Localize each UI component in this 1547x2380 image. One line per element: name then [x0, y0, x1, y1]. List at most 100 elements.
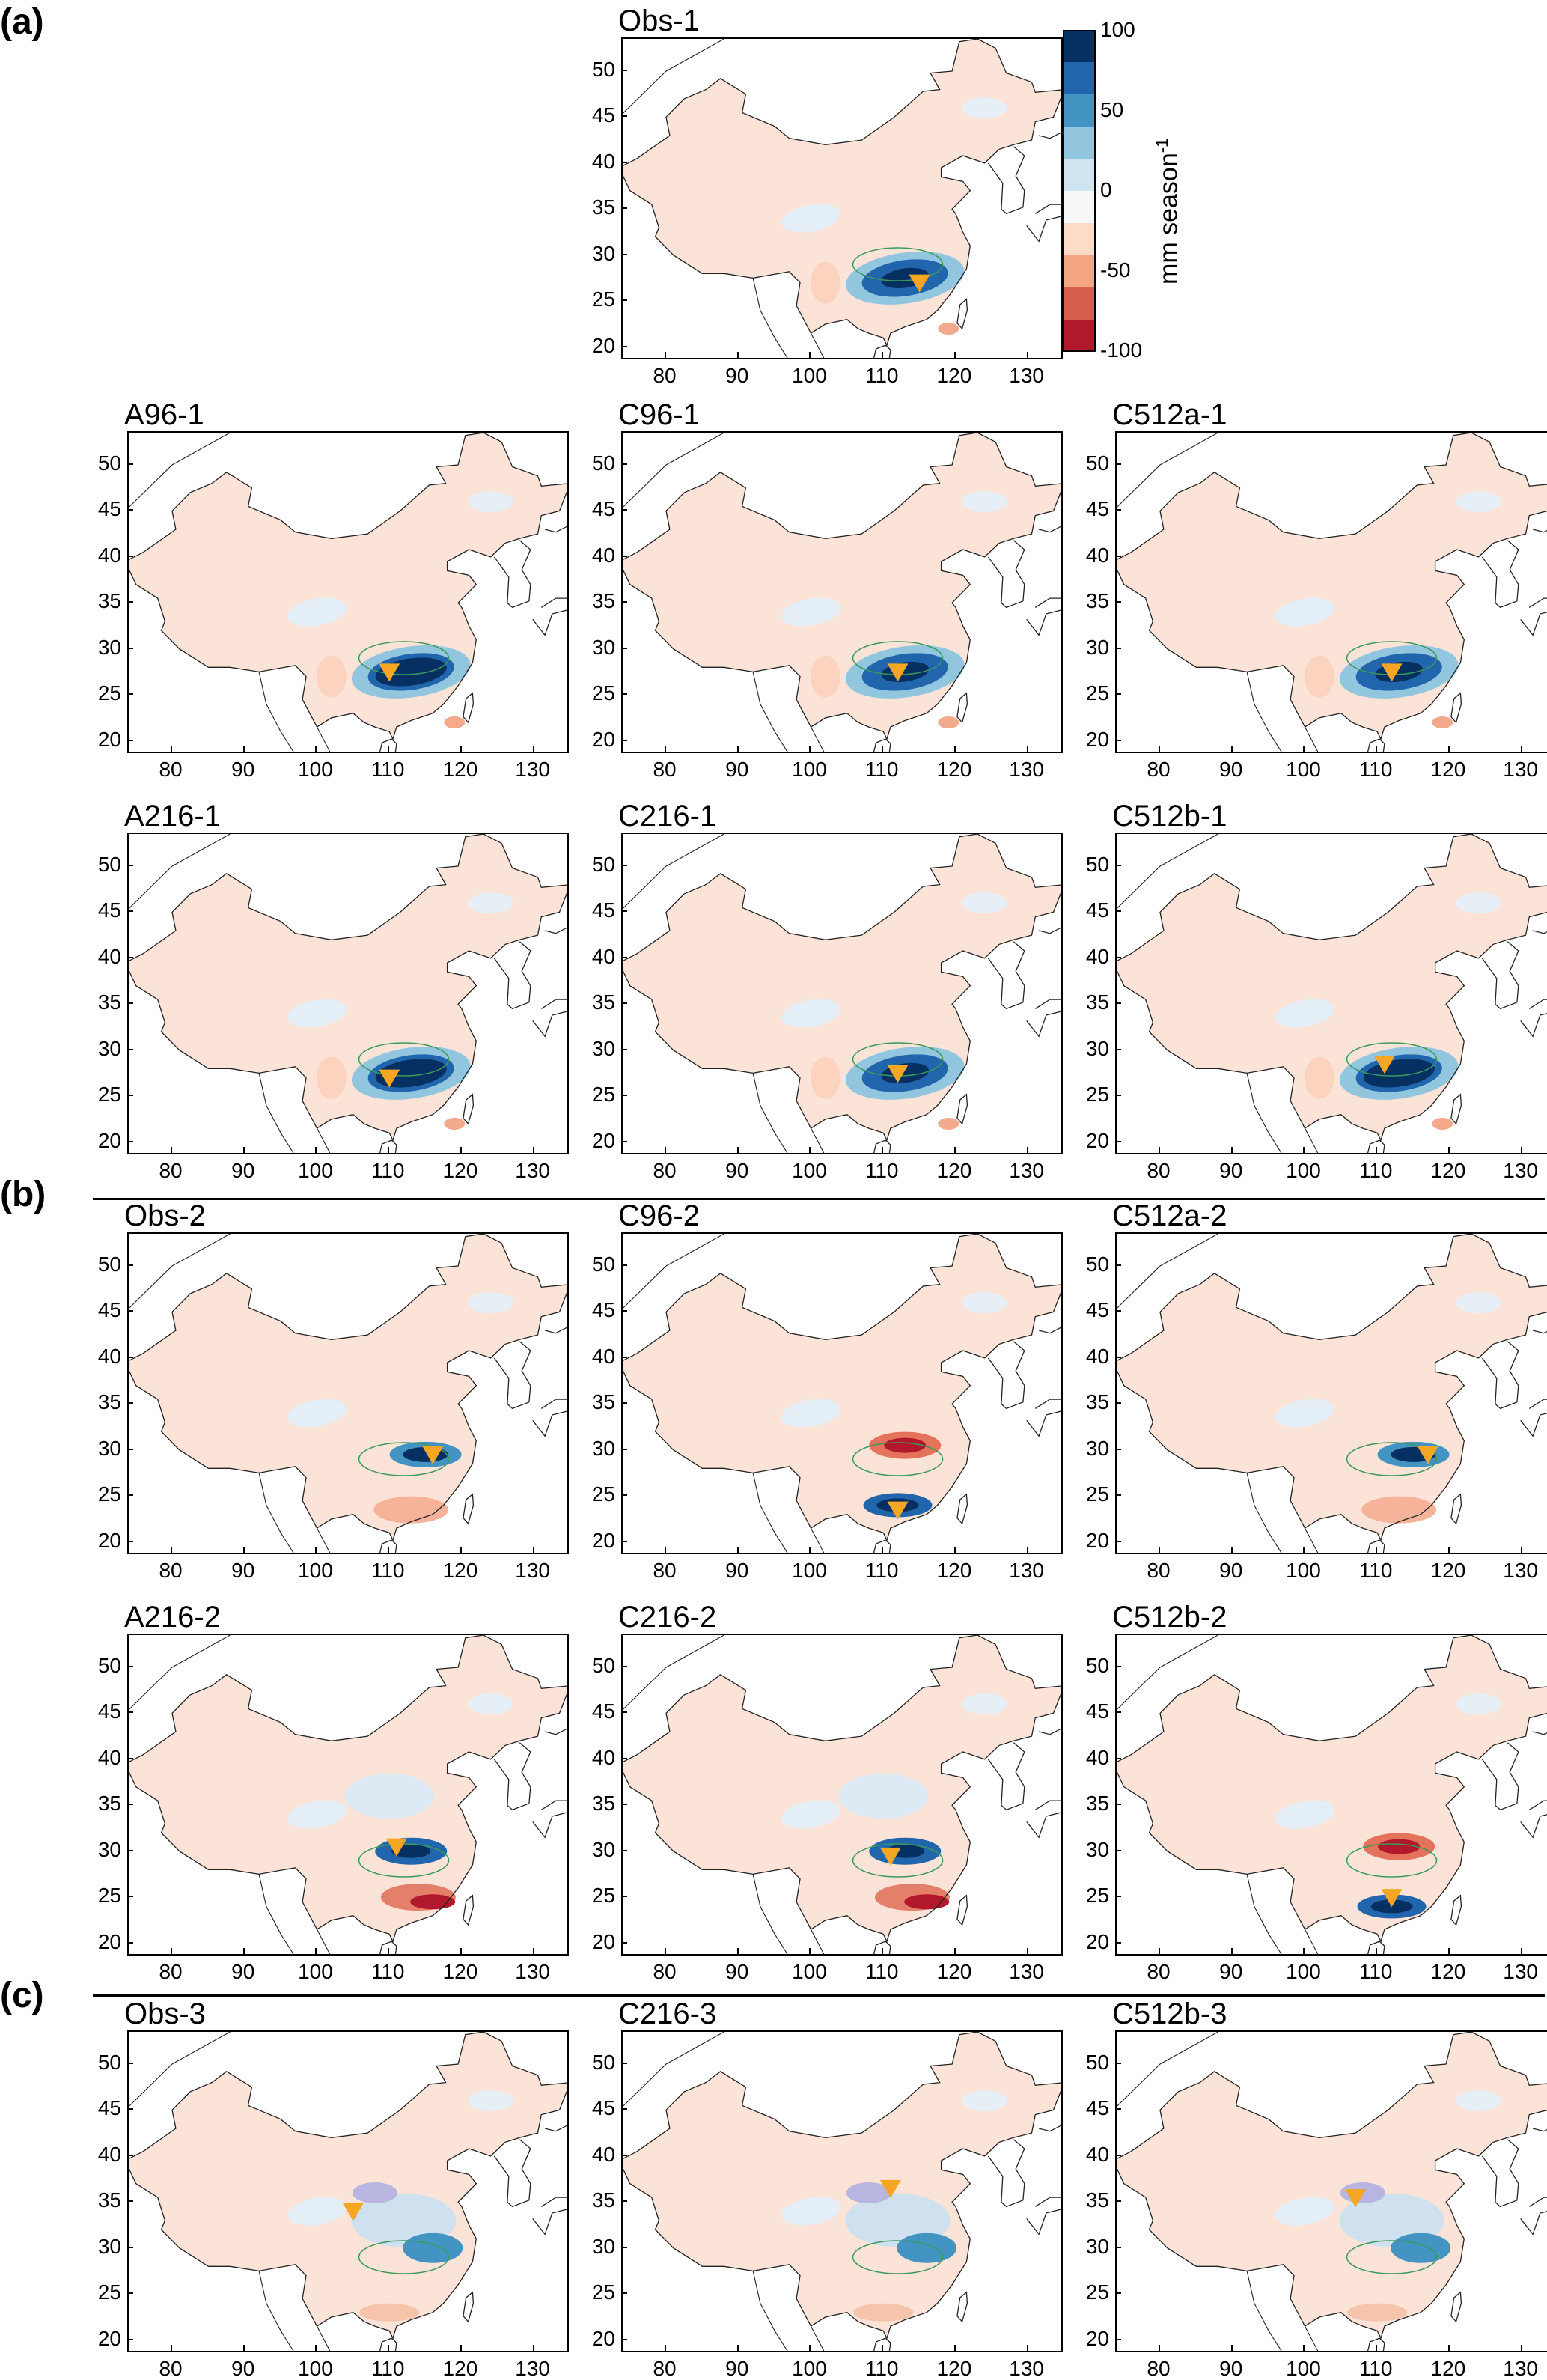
y-tick-label: 50	[97, 2051, 121, 2074]
x-tick-mark	[1230, 1147, 1233, 1153]
y-tick-mark	[621, 1540, 627, 1542]
y-tick-label: 50	[97, 1253, 121, 1276]
map-area	[621, 37, 1063, 359]
x-tick-label: 100	[792, 2357, 827, 2380]
y-tick-label: 50	[591, 2051, 615, 2074]
significance-contour	[358, 1843, 450, 1878]
y-tick-mark	[621, 509, 627, 511]
y-tick-label: 35	[97, 990, 121, 1014]
x-tick-mark	[171, 1948, 173, 1954]
coastline	[1532, 1731, 1547, 1735]
x-tick-mark	[1376, 1147, 1378, 1153]
korea-coastline	[493, 540, 531, 609]
y-tick-mark	[1115, 1941, 1121, 1944]
anomaly-patch-negative	[1347, 2303, 1408, 2322]
china-border	[1117, 834, 1547, 1142]
panel-title: C216-2	[618, 1601, 717, 1634]
y-tick-label: 40	[1085, 944, 1109, 968]
y-tick-mark	[127, 509, 133, 511]
x-tick-label: 130	[1009, 758, 1044, 781]
map-area	[621, 833, 1063, 1154]
significance-contour	[852, 247, 944, 281]
y-tick-label: 35	[591, 2188, 615, 2212]
y-tick-label: 45	[591, 497, 615, 521]
x-tick-label: 100	[792, 1960, 827, 1983]
panel-title: C96-1	[618, 398, 700, 431]
anomaly-patch-positive	[468, 892, 513, 914]
x-tick-mark	[1303, 1147, 1305, 1153]
coastline	[1532, 930, 1547, 934]
china-border	[623, 2032, 1061, 2340]
hainan-outline	[873, 1539, 891, 1553]
x-tick-label: 90	[725, 364, 749, 387]
y-tick-mark	[621, 70, 627, 71]
x-tick-mark	[882, 746, 884, 752]
panel-title: Obs-1	[618, 4, 700, 37]
y-tick-label: 35	[1085, 1390, 1109, 1414]
korea-coastline	[1481, 2139, 1519, 2208]
x-tick-mark	[1230, 1547, 1233, 1553]
map-area	[127, 1634, 569, 1956]
y-tick-label: 20	[591, 2326, 615, 2350]
neighbor-border	[623, 1234, 825, 1553]
y-tick-label: 40	[1085, 2142, 1109, 2166]
event-location-marker	[887, 1065, 909, 1083]
colorbar-segment	[1063, 62, 1096, 95]
x-tick-mark	[665, 746, 667, 752]
hainan-outline	[873, 738, 891, 752]
taiwan-outline	[1450, 1894, 1462, 1926]
y-tick-label: 25	[1085, 1083, 1109, 1107]
y-tick-mark	[1115, 2292, 1121, 2295]
y-tick-mark	[1115, 1264, 1121, 1266]
event-location-marker	[879, 2179, 901, 2198]
y-tick-mark	[127, 1048, 133, 1050]
event-location-marker	[1373, 1056, 1395, 1074]
x-tick-label: 100	[792, 758, 827, 781]
y-tick-mark	[621, 1757, 627, 1759]
x-tick-label: 90	[1219, 758, 1243, 781]
china-border	[1117, 433, 1547, 740]
y-tick-mark	[1115, 693, 1121, 696]
taiwan-outline	[463, 1093, 475, 1125]
x-tick-mark	[953, 352, 956, 358]
neighbor-border	[129, 1234, 331, 1553]
y-tick-mark	[621, 345, 627, 347]
y-tick-label: 45	[591, 1298, 615, 1322]
anomaly-patch-positive	[468, 491, 513, 513]
x-tick-label: 90	[231, 1960, 255, 1983]
x-tick-mark	[532, 1547, 534, 1553]
anomaly-patch-negative	[1361, 1496, 1437, 1524]
y-tick-mark	[621, 2200, 627, 2203]
y-tick-mark	[1115, 1048, 1121, 1050]
y-tick-label: 40	[591, 2142, 615, 2166]
y-tick-mark	[127, 1711, 133, 1714]
x-tick-mark	[736, 1547, 739, 1553]
anomaly-patch-positive	[287, 2197, 347, 2226]
hainan-outline	[1367, 1139, 1385, 1153]
y-tick-label: 35	[591, 1390, 615, 1414]
x-tick-mark	[1520, 1547, 1522, 1553]
y-tick-label: 25	[1085, 2280, 1109, 2304]
y-tick-mark	[127, 2292, 133, 2295]
x-tick-mark	[1159, 1948, 1161, 1954]
anomaly-patch-positive	[1275, 597, 1334, 627]
anomaly-patch-positive	[781, 204, 840, 233]
x-tick-mark	[1159, 1547, 1161, 1553]
y-tick-mark	[621, 1140, 627, 1142]
y-tick-label: 50	[591, 1654, 615, 1677]
y-tick-label: 35	[97, 1792, 121, 1816]
hainan-outline	[873, 1941, 891, 1954]
japan-coastline	[532, 597, 567, 636]
y-tick-label: 40	[1085, 1344, 1109, 1368]
y-tick-mark	[621, 1095, 627, 1097]
anomaly-map	[1117, 2032, 1547, 2351]
coastline	[1038, 927, 1061, 934]
significance-contour	[358, 641, 450, 675]
coastline	[1038, 132, 1061, 139]
y-tick-mark	[127, 956, 133, 958]
y-tick-label: 25	[591, 1083, 615, 1107]
anomaly-patch-positive	[781, 1800, 840, 1829]
x-tick-label: 110	[370, 758, 405, 781]
x-tick-mark	[953, 1948, 956, 1954]
china-border	[1117, 1234, 1547, 1541]
